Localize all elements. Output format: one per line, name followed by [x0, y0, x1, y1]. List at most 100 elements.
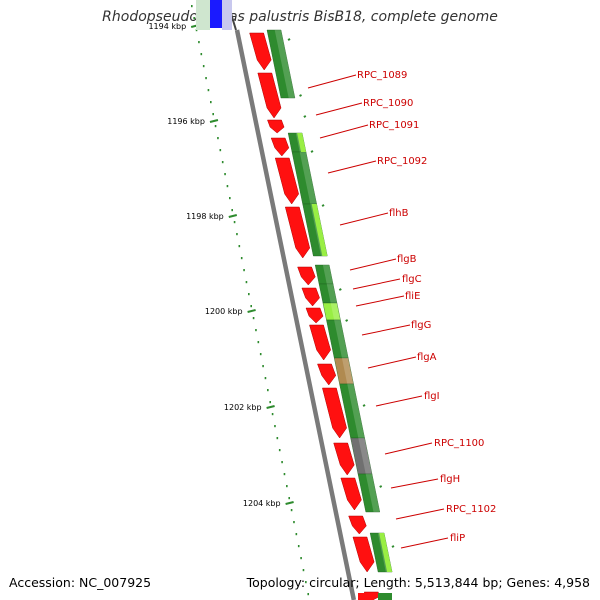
ruler-dot [257, 341, 260, 344]
cds-arrow [322, 387, 347, 439]
ruler-dot [243, 269, 245, 272]
ruler-dot [250, 305, 252, 308]
ruler-dot [214, 125, 217, 128]
ruler-dot [219, 149, 222, 152]
ruler-dot [305, 581, 307, 584]
ruler-dot [302, 569, 305, 572]
ruler-dot [255, 329, 257, 332]
ruler-dot [267, 389, 269, 392]
genome-backbone [196, 0, 357, 600]
gene-label[interactable]: RPC_1089 [357, 70, 407, 81]
ruler-tick [285, 501, 294, 505]
cds-arrow [309, 324, 331, 361]
gene-leader-line [355, 295, 405, 307]
gene-label[interactable]: flgB [397, 254, 417, 265]
gene-label[interactable]: flgC [402, 274, 422, 285]
cds-arrow [305, 307, 324, 324]
ruler-dot [233, 221, 236, 224]
ruler-dot [217, 137, 219, 140]
ruler-dot [271, 413, 274, 416]
gene-leader-line [400, 537, 449, 549]
gene-block-highlight [358, 438, 373, 474]
gene-label[interactable]: RPC_1092 [377, 156, 427, 167]
track-dash [321, 204, 325, 207]
track-dash [310, 150, 314, 153]
ruler-dot [198, 41, 200, 44]
gene-block-highlight [299, 152, 317, 204]
ruler-dot [193, 17, 195, 20]
ruler-dot [245, 281, 248, 284]
ruler-dot [278, 449, 281, 452]
ruler-dot [238, 245, 241, 248]
gene-leader-line [390, 478, 439, 489]
gene-leader-line [384, 442, 433, 455]
ruler-dot [210, 101, 212, 104]
cds-arrow [333, 442, 355, 476]
gene-block-highlight [365, 474, 380, 512]
gene-block [357, 473, 381, 513]
gene-label[interactable]: flgH [440, 474, 460, 485]
ruler-dot [202, 65, 205, 68]
blue-feature [210, 0, 222, 28]
gene-leader-line [375, 395, 423, 407]
gene-label[interactable]: RPC_1100 [434, 438, 484, 449]
backbone-line [234, 29, 357, 600]
gene-label[interactable]: flgG [411, 320, 431, 331]
gene-accent [297, 133, 307, 152]
ruler-dot [236, 233, 238, 236]
gene-block-highlight [347, 384, 365, 438]
ruler-tick [266, 405, 275, 409]
ruler-dot [252, 317, 255, 320]
cds-arrow [348, 515, 367, 535]
faded-feature [196, 0, 210, 30]
ruler-dot [274, 425, 276, 428]
topology-summary: Topology: circular; Length: 5,513,844 bp… [246, 575, 590, 590]
accession-text: Accession: NC_007925 [9, 575, 152, 590]
gene-label[interactable]: RPC_1102 [446, 504, 496, 515]
gene-leader-line [319, 124, 369, 139]
gene-label[interactable]: fliP [450, 533, 465, 544]
gene-label[interactable]: fliE [405, 291, 420, 302]
ruler-dot [224, 173, 226, 176]
ruler-dot [264, 377, 267, 380]
ruler-dot [226, 185, 229, 188]
ruler-dot [293, 521, 295, 524]
gene-block-highlight [330, 303, 341, 320]
feature-track [249, 29, 395, 600]
gene-label[interactable]: RPC_1090 [363, 98, 413, 109]
ruler-tick-label: 1196 kbp [167, 117, 205, 126]
gene-fragment [378, 593, 392, 600]
track-dash [362, 404, 366, 407]
gene-leader-line [352, 278, 401, 290]
ruler-dot [205, 77, 207, 80]
cds-arrow [352, 536, 375, 573]
gene-label[interactable]: RPC_1091 [369, 120, 419, 131]
ruler-dot [229, 197, 231, 200]
track-dash [338, 288, 342, 291]
gene-block [266, 29, 296, 99]
gene-label[interactable]: flgI [424, 391, 440, 402]
kbp-ruler: 1194 kbp 1196 kbp 1198 kbp 1200 kbp 1202 kbp… [148, 5, 310, 596]
gene-label[interactable]: flgA [417, 352, 437, 363]
gene-label[interactable]: flhB [389, 208, 409, 219]
ruler-tick-label: 1202 kbp [224, 403, 262, 412]
faded-feature [222, 0, 232, 30]
gene-leader-line [349, 258, 397, 271]
ruler-dot [212, 113, 214, 116]
ruler-dot [288, 497, 291, 500]
cds-arrow [297, 266, 316, 286]
ruler-dot [281, 461, 283, 464]
gene-leader-line [361, 324, 411, 336]
ruler-tick [228, 214, 238, 218]
ruler-dot [290, 509, 293, 512]
ruler-dot [259, 353, 262, 356]
cds-arrow [267, 119, 285, 134]
gene-accent [311, 204, 328, 256]
ruler-dot [286, 485, 288, 488]
gene-block-highlight [326, 284, 337, 303]
gene-leader-line [327, 160, 377, 174]
cds-arrow [249, 32, 272, 71]
gene-leader-line [315, 102, 363, 116]
